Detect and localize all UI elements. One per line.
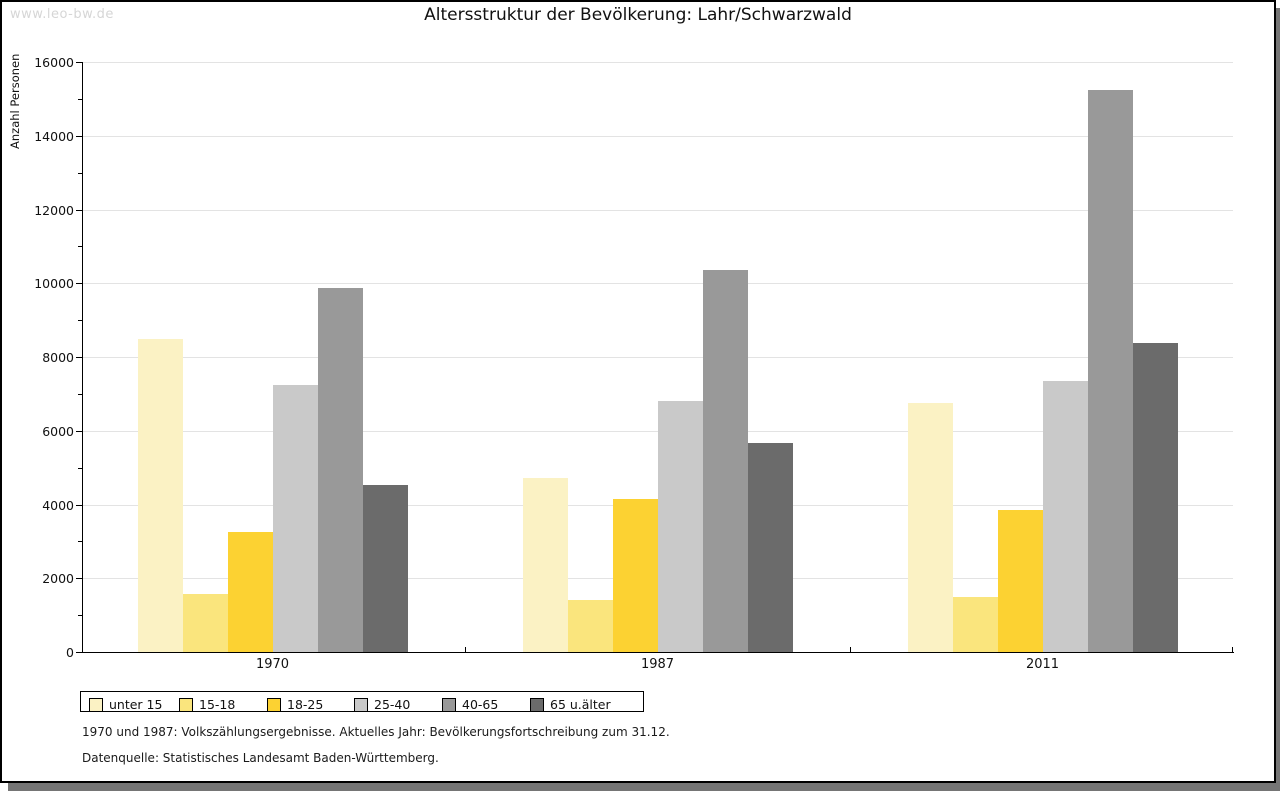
y-major-tick — [76, 62, 82, 63]
y-tick-label: 2000 — [42, 571, 74, 587]
y-gridline — [83, 357, 1233, 358]
legend-item: 65 u.älter — [530, 694, 611, 712]
x-axis-line — [82, 652, 1234, 653]
bar-1987-65-u.älter — [747, 442, 793, 652]
y-minor-tick — [78, 320, 82, 322]
y-tick-label: 16000 — [34, 55, 74, 70]
bar-1970-65-u.älter — [362, 484, 408, 652]
legend-item: unter 15 — [89, 694, 162, 712]
y-minor-tick — [78, 393, 82, 395]
y-major-tick — [76, 357, 82, 358]
legend-swatch-icon — [354, 697, 368, 712]
legend-label: unter 15 — [109, 697, 163, 712]
bar-1970-18-25 — [227, 531, 273, 652]
y-gridline — [83, 62, 1233, 63]
bar-2011-25-40 — [1042, 381, 1088, 652]
y-major-tick — [76, 135, 82, 137]
y-tick-label: 14000 — [34, 128, 74, 144]
y-minor-tick — [78, 467, 82, 469]
legend-label: 18-25 — [287, 697, 324, 712]
footnote-source-note: 1970 und 1987: Volkszählungsergebnisse. … — [82, 725, 670, 739]
x-tick-label: 1987 — [640, 657, 675, 672]
legend-item: 18-25 — [267, 694, 323, 712]
y-tick-label: 0 — [66, 645, 74, 660]
legend-swatch-icon — [530, 697, 544, 712]
y-tick-label: 10000 — [34, 276, 74, 292]
y-tick-label: 4000 — [42, 497, 74, 513]
bar-1987-18-25 — [612, 498, 658, 652]
legend: unter 15 15-18 18-25 25-40 40-65 65 u.älter — [80, 691, 644, 712]
legend-swatch-icon — [267, 697, 281, 712]
chart-title: Altersstruktur der Bevölkerung: Lahr/Sch… — [424, 5, 852, 25]
y-tick-label: 8000 — [42, 350, 74, 365]
y-tick-label: 6000 — [42, 423, 74, 439]
x-boundary-tick — [1232, 647, 1233, 652]
bar-1970-15-18 — [182, 593, 228, 652]
y-minor-tick — [78, 98, 82, 100]
y-tick-label: 12000 — [34, 202, 74, 218]
legend-label: 65 u.älter — [550, 697, 611, 712]
y-minor-tick — [78, 246, 82, 248]
legend-swatch-icon — [89, 697, 103, 712]
bar-1987-15-18 — [567, 600, 613, 652]
legend-swatch-icon — [179, 697, 193, 712]
y-major-tick — [76, 578, 82, 580]
y-major-tick — [76, 209, 82, 211]
x-boundary-tick — [849, 647, 851, 652]
y-minor-tick — [78, 172, 82, 174]
bar-1987-25-40 — [657, 401, 703, 652]
bar-2011-40-65 — [1087, 90, 1133, 652]
bar-2011-18-25 — [997, 510, 1043, 652]
legend-item: 25-40 — [354, 694, 410, 712]
bar-1970-25-40 — [272, 385, 318, 652]
y-minor-tick — [78, 541, 82, 543]
bar-2011-65-u.älter — [1132, 342, 1178, 652]
y-gridline — [83, 209, 1233, 211]
y-minor-tick — [78, 615, 82, 617]
bar-1987-40-65 — [702, 269, 748, 652]
x-boundary-tick — [464, 647, 466, 652]
plot-area: 0 2000 4000 6000 8000 10000 12000 14000 16000 197… — [2, 2, 1274, 781]
y-major-tick — [76, 430, 82, 432]
y-major-tick — [76, 652, 82, 653]
legend-label: 40-65 — [462, 697, 499, 712]
bar-1987-unter-15 — [522, 478, 568, 652]
x-tick-label: 1970 — [255, 657, 290, 672]
y-axis-line — [82, 62, 83, 653]
y-gridline — [83, 135, 1233, 137]
bar-2011-15-18 — [952, 597, 998, 652]
y-gridline — [83, 283, 1233, 285]
footnote-data-source: Datenquelle: Statistisches Landesamt Bad… — [82, 751, 439, 765]
legend-item: 15-18 — [179, 694, 235, 712]
bar-2011-unter-15 — [907, 403, 953, 652]
y-major-tick — [76, 283, 82, 285]
bar-1970-40-65 — [317, 288, 363, 652]
legend-item: 40-65 — [442, 694, 498, 712]
x-tick-label: 2011 — [1025, 657, 1060, 672]
legend-label: 25-40 — [374, 697, 411, 712]
watermark-text: www.leo-bw.de — [10, 7, 114, 22]
bar-1970-unter-15 — [137, 338, 183, 652]
y-major-tick — [76, 504, 82, 506]
legend-label: 15-18 — [199, 697, 236, 712]
legend-swatch-icon — [442, 697, 456, 712]
